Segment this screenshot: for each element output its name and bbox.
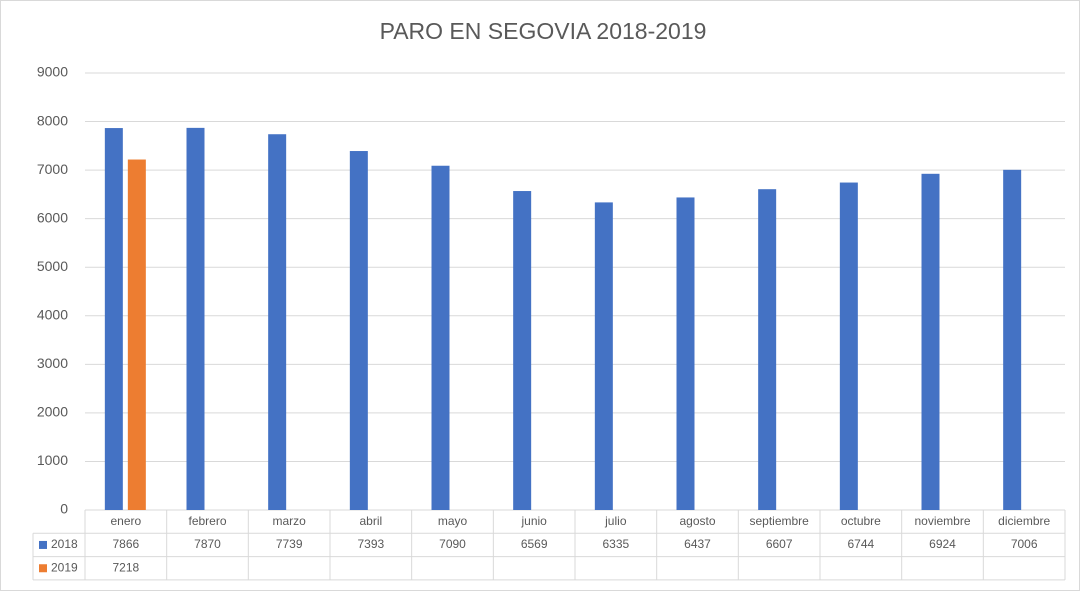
table-value: 6569: [521, 537, 548, 551]
y-tick-label: 4000: [37, 306, 68, 322]
y-tick-label: 0: [60, 501, 68, 517]
table-value: 7866: [112, 537, 139, 551]
bar: [186, 127, 205, 511]
legend-key: [39, 540, 47, 549]
y-tick-label: 6000: [37, 209, 68, 225]
bar: [127, 159, 146, 510]
x-tick-label: mayo: [438, 514, 468, 528]
bar: [349, 151, 368, 510]
table-value: 6335: [602, 537, 629, 551]
legend-label: 2018: [51, 537, 78, 551]
bar: [676, 197, 695, 511]
y-tick-label: 9000: [37, 64, 68, 80]
x-tick-label: diciembre: [998, 514, 1050, 528]
x-tick-label: julio: [604, 514, 627, 528]
x-tick-label: marzo: [272, 514, 306, 528]
bar: [1003, 169, 1022, 511]
legend-label: 2019: [51, 560, 78, 574]
bar: [921, 173, 940, 510]
bar: [594, 202, 613, 510]
x-tick-label: enero: [110, 514, 141, 528]
x-tick-label: junio: [520, 514, 547, 528]
bar: [513, 191, 532, 510]
table-value: 7393: [357, 537, 384, 551]
y-tick-label: 5000: [37, 258, 68, 274]
y-tick-label: 7000: [37, 161, 68, 177]
table-value: 7218: [112, 560, 139, 574]
table-value: 7870: [194, 537, 221, 551]
y-tick-label: 3000: [37, 355, 68, 371]
x-tick-label: abril: [359, 514, 382, 528]
table-value: 7090: [439, 537, 466, 551]
x-tick-label: febrero: [188, 514, 226, 528]
y-tick-label: 2000: [37, 404, 68, 420]
x-tick-label: noviembre: [914, 514, 970, 528]
table-value: 6437: [684, 537, 711, 551]
table-value: 6607: [766, 537, 793, 551]
bar: [431, 165, 450, 511]
table-value: 6744: [847, 537, 874, 551]
bar: [758, 189, 777, 510]
table-value: 7006: [1011, 537, 1038, 551]
table-value: 6924: [929, 537, 956, 551]
x-tick-label: octubre: [841, 514, 881, 528]
x-tick-label: septiembre: [749, 514, 809, 528]
y-tick-label: 8000: [37, 112, 68, 128]
bar: [839, 182, 858, 511]
chart-title: PARO EN SEGOVIA 2018-2019: [380, 18, 707, 44]
table-value: 7739: [276, 537, 303, 551]
bar: [268, 134, 287, 510]
x-tick-label: agosto: [679, 514, 715, 528]
bar: [104, 128, 123, 510]
y-tick-label: 1000: [37, 452, 68, 468]
legend-key: [39, 564, 47, 573]
